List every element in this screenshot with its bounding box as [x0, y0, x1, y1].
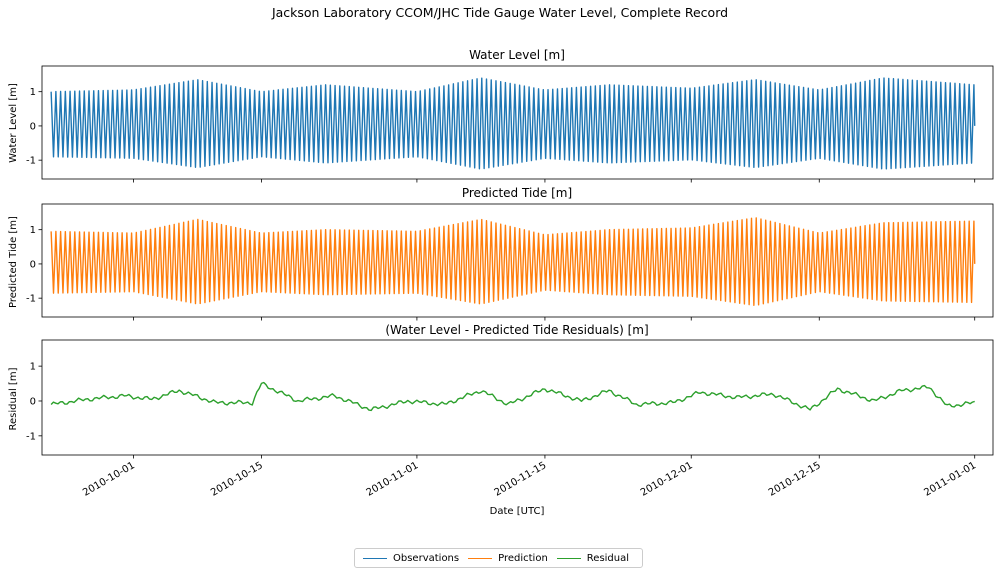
- y-tick-label: 0: [30, 396, 36, 407]
- y-axis-label: Water Level [m]: [8, 83, 19, 163]
- y-axis-label: Predicted Tide [m]: [8, 216, 19, 308]
- figure-suptitle: Jackson Laboratory CCOM/JHC Tide Gauge W…: [271, 5, 728, 20]
- x-tick-label: 2010-10-15: [209, 460, 265, 499]
- x-ticks: 2010-10-01 2010-10-15 2010-11-01 2010-11-15…: [81, 455, 978, 499]
- x-tick-label: 2011-01-01: [922, 460, 978, 499]
- y-tick-label: 1: [30, 362, 36, 373]
- x-tick-label: 2010-12-15: [767, 460, 823, 499]
- y-tick-label: 0: [30, 259, 36, 270]
- series-line-prediction: [50, 217, 976, 307]
- axes-frame: [41, 339, 994, 456]
- y-tick-label: -1: [26, 431, 36, 442]
- y-ticks: -1 0 1: [26, 225, 42, 305]
- series-line-residual: [50, 381, 975, 412]
- x-axis-label: Date [UTC]: [490, 506, 545, 517]
- legend-swatch: [556, 557, 581, 559]
- x-ticks: [133, 179, 976, 183]
- x-tick-label: 2010-11-01: [365, 460, 421, 499]
- x-tick-label: 2010-10-01: [81, 460, 137, 499]
- y-tick-label: -1: [26, 156, 36, 167]
- legend-item-prediction: Prediction: [468, 553, 548, 564]
- axes-frame: [41, 203, 994, 318]
- series-line-observations: [50, 77, 976, 170]
- panel-title: Predicted Tide [m]: [462, 186, 572, 200]
- x-tick-label: 2010-11-15: [493, 460, 549, 499]
- panel-predicted-tide: Predicted Tide [m] Predicted Tide [m] -1…: [8, 186, 994, 321]
- y-tick-label: -1: [26, 294, 36, 305]
- panel-water-level: Water Level [m] Water Level [m] -1 0 1: [8, 48, 994, 183]
- panel-title: Water Level [m]: [469, 48, 565, 62]
- legend-item-residual: Residual: [556, 552, 630, 564]
- panel-residual: (Water Level - Predicted Tide Residuals)…: [8, 323, 994, 499]
- legend-item-observations: Observations: [363, 553, 459, 564]
- legend: Observations Prediction Residual: [354, 548, 644, 568]
- y-ticks: -1 0 1: [26, 87, 42, 167]
- legend-label: Prediction: [498, 552, 548, 564]
- panel-title: (Water Level - Predicted Tide Residuals)…: [385, 323, 648, 337]
- legend-swatch: [468, 557, 493, 559]
- legend-label: Residual: [586, 552, 630, 564]
- y-axis-label: Residual [m]: [8, 367, 19, 430]
- legend-swatch: [363, 557, 387, 559]
- y-ticks: -1 0 1: [26, 362, 42, 442]
- axes-frame: [41, 65, 994, 180]
- x-ticks: [133, 317, 976, 321]
- legend-label: Observations: [393, 552, 460, 564]
- x-tick-label: 2010-12-01: [639, 460, 695, 499]
- y-tick-label: 1: [30, 225, 36, 236]
- y-tick-label: 0: [30, 121, 36, 132]
- y-tick-label: 1: [30, 87, 36, 98]
